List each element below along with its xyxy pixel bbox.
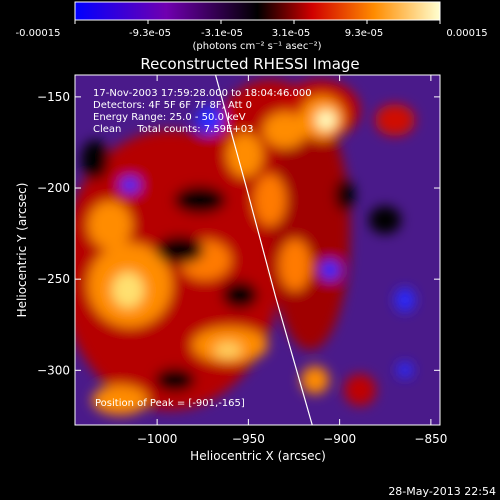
colorbar-tick-label: -9.3e-05 — [129, 28, 171, 39]
annotation-detectors: Detectors: 4F 5F 6F 7F 8F, Att 0 — [93, 100, 252, 111]
y-axis-ticks: −150 −200 −250 −300 — [37, 90, 440, 377]
emission-region — [155, 368, 195, 392]
emission-region — [335, 179, 355, 211]
emission-region — [254, 174, 286, 226]
peak-position-label: Position of Peak = [-901,-165] — [95, 398, 245, 409]
x-tick-label: −900 — [323, 432, 356, 446]
plot-frame — [74, 74, 441, 426]
colorbar-unit-label: (photons cm⁻² s⁻¹ asec⁻²) — [192, 41, 321, 52]
colorbar-tick-label: 3.1e-05 — [272, 28, 310, 39]
x-axis-label: Heliocentric X (arcsec) — [190, 449, 326, 463]
x-tick-label: −850 — [414, 432, 447, 446]
emission-region — [320, 260, 340, 280]
emission-region — [174, 186, 226, 214]
emission-region — [92, 385, 148, 415]
emission-region — [395, 288, 415, 312]
emission-region — [263, 112, 307, 148]
emission-region — [397, 362, 413, 378]
colorbar-gradient — [74, 1, 441, 21]
emission-region — [214, 342, 242, 358]
annotation-clean-counts: Clean Total counts: 7.59E+03 — [93, 124, 253, 135]
y-tick-label: −300 — [37, 363, 70, 377]
y-tick-label: −250 — [37, 272, 70, 286]
timestamp-footer: 28-May-2013 22:54 — [388, 485, 496, 498]
emission-region — [120, 177, 140, 193]
colorbar-tick-label: -3.1e-05 — [201, 28, 243, 39]
emission-region — [222, 281, 258, 309]
emission-region — [301, 366, 329, 394]
y-tick-label: −200 — [37, 181, 70, 195]
emission-region — [88, 201, 132, 249]
chart-title: Reconstructed RHESSI Image — [140, 55, 359, 73]
colorbar-ticks — [74, 20, 441, 24]
x-axis-ticks: −1000 −950 −900 −850 — [137, 75, 447, 446]
emission-region — [344, 374, 376, 406]
solar-limb-line — [214, 75, 313, 425]
colorbar-tick-label: 9.3e-05 — [345, 28, 383, 39]
emission-region — [270, 110, 350, 350]
annotation-time-range: 17-Nov-2003 17:59:28.000 to 18:04:46.000 — [93, 88, 312, 99]
colorbar-tick-label: 0.00015 — [446, 28, 487, 39]
emission-region — [227, 133, 263, 177]
emission-region — [196, 106, 224, 134]
emission-region — [316, 110, 336, 130]
emission-region — [112, 272, 144, 308]
emission-region — [279, 239, 311, 291]
y-axis-label: Heliocentric Y (arcsec) — [15, 183, 29, 318]
emission-region — [156, 236, 204, 264]
emission-region — [369, 206, 401, 234]
observation-info: 17-Nov-2003 17:59:28.000 to 18:04:46.000… — [93, 88, 312, 135]
emission-region — [375, 104, 415, 136]
emission-region — [81, 140, 109, 180]
colorbar: -0.00015 -9.3e-05 -3.1e-05 3.1e-05 9.3e-… — [16, 1, 488, 52]
annotation-energy-range: Energy Range: 25.0 - 50.0 keV — [93, 112, 246, 123]
x-tick-label: −950 — [232, 432, 265, 446]
image-area — [75, 75, 440, 425]
y-tick-label: −150 — [37, 90, 70, 104]
x-tick-label: −1000 — [137, 432, 178, 446]
colorbar-tick-label: -0.00015 — [16, 28, 61, 39]
emission-map — [75, 80, 415, 415]
